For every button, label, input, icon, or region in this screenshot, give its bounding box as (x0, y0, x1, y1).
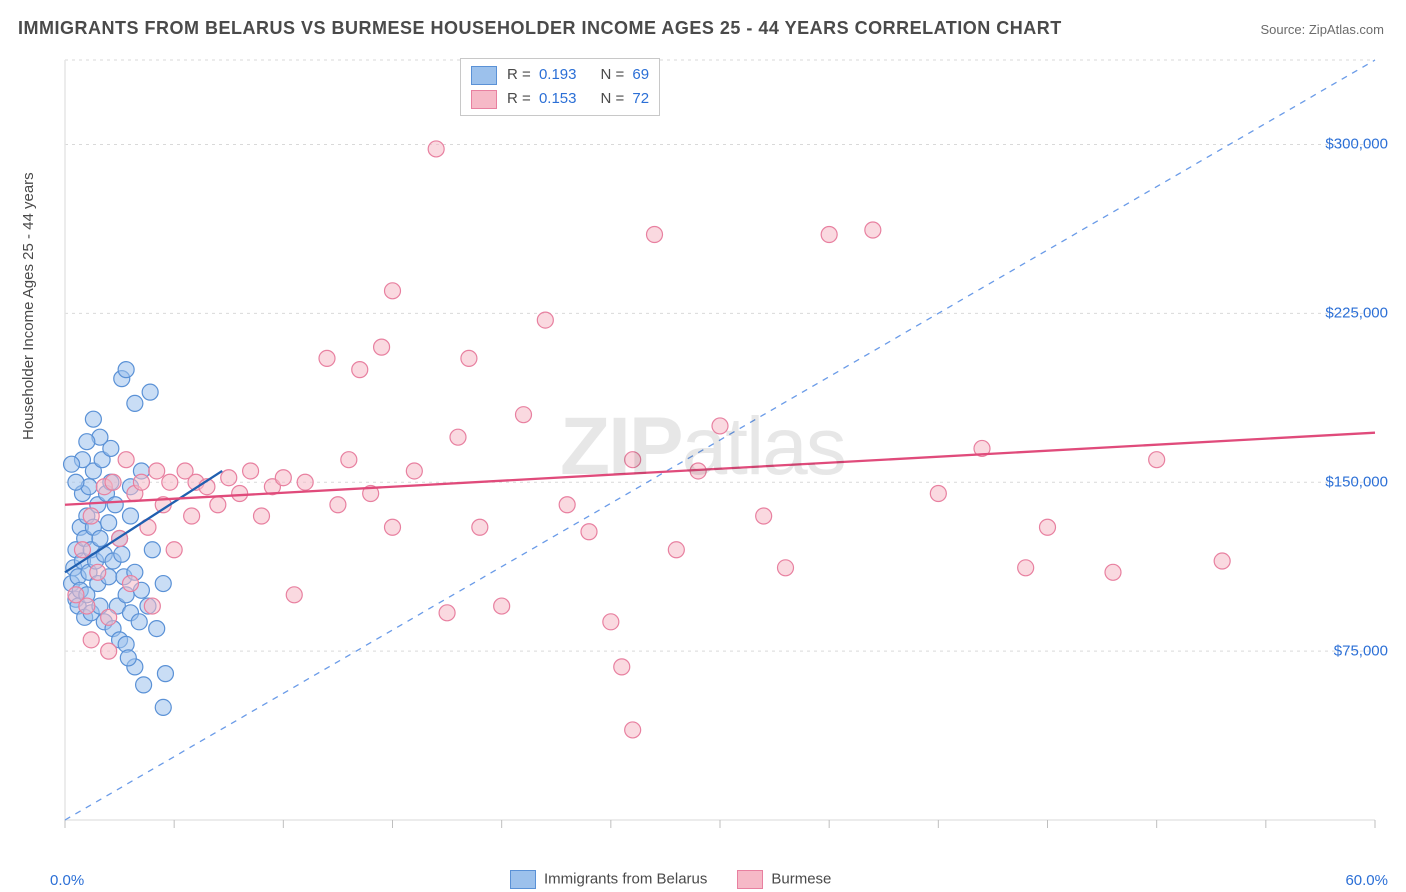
source-name: ZipAtlas.com (1309, 22, 1384, 37)
legend-r-value-burmese: 0.153 (539, 90, 577, 107)
legend-n-label: N = (600, 66, 628, 83)
legend-stats-row-burmese: R = 0.153 N = 72 (471, 87, 649, 111)
legend-stats-row-belarus: R = 0.193 N = 69 (471, 63, 649, 87)
y-axis-label: Householder Income Ages 25 - 44 years (20, 172, 37, 440)
correlation-scatter-chart (50, 50, 1390, 840)
source-attribution: Source: ZipAtlas.com (1260, 22, 1384, 37)
chart-title: IMMIGRANTS FROM BELARUS VS BURMESE HOUSE… (18, 18, 1062, 39)
legend-label-burmese: Burmese (771, 870, 831, 887)
y-axis-tick-label: $225,000 (1325, 305, 1388, 322)
legend-r-label: R = (507, 90, 535, 107)
legend-swatch-burmese (737, 870, 763, 889)
y-axis-tick-label: $150,000 (1325, 474, 1388, 491)
legend-swatch-belarus (471, 66, 497, 85)
legend-item-burmese: Burmese (737, 870, 831, 889)
legend-series: Immigrants from Belarus Burmese (510, 870, 831, 889)
y-axis-tick-label: $300,000 (1325, 136, 1388, 153)
legend-r-value-belarus: 0.193 (539, 66, 577, 83)
legend-r-label: R = (507, 66, 535, 83)
legend-n-value-belarus: 69 (632, 66, 649, 83)
legend-swatch-burmese (471, 90, 497, 109)
legend-stats: R = 0.193 N = 69 R = 0.153 N = 72 (460, 58, 660, 116)
x-axis-max-label: 60.0% (1345, 872, 1388, 889)
legend-item-belarus: Immigrants from Belarus (510, 870, 707, 889)
x-axis-min-label: 0.0% (50, 872, 84, 889)
source-label: Source: (1260, 22, 1308, 37)
legend-swatch-belarus (510, 870, 536, 889)
legend-n-label: N = (600, 90, 628, 107)
legend-n-value-burmese: 72 (632, 90, 649, 107)
y-axis-tick-label: $75,000 (1334, 643, 1388, 660)
legend-label-belarus: Immigrants from Belarus (544, 870, 707, 887)
